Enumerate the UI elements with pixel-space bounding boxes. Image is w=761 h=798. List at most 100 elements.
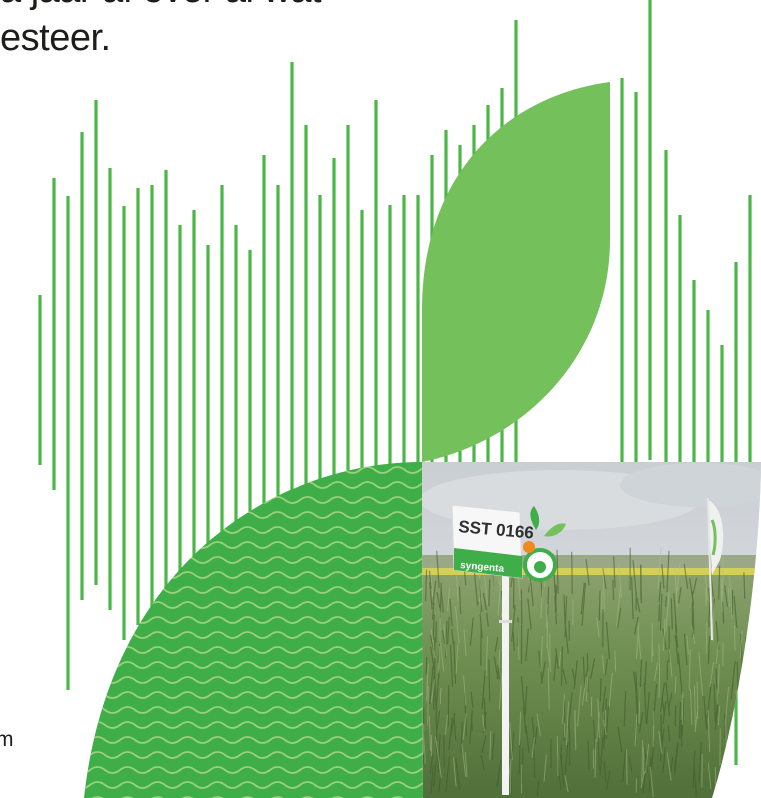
grass-blade bbox=[564, 774, 569, 793]
grass-blade bbox=[449, 598, 453, 627]
grass-blade bbox=[749, 763, 753, 793]
grass-blade bbox=[567, 692, 573, 729]
grass-blade bbox=[658, 730, 663, 755]
grass-blade bbox=[753, 592, 759, 614]
grass-blade bbox=[431, 602, 435, 620]
grass-blade bbox=[659, 728, 665, 762]
grass-blade bbox=[730, 739, 735, 760]
grass-blade bbox=[441, 629, 446, 645]
grass-blade bbox=[449, 645, 454, 687]
grass-blade bbox=[692, 750, 696, 789]
grass-blade bbox=[649, 766, 654, 797]
grass-blade bbox=[536, 779, 540, 797]
grass-blade bbox=[485, 636, 489, 677]
grass-blade bbox=[625, 748, 628, 785]
grass-blade bbox=[743, 572, 746, 599]
grass-blade bbox=[582, 656, 586, 688]
grass-blade bbox=[715, 668, 718, 689]
grass-blade bbox=[678, 701, 682, 739]
grass-blade bbox=[563, 594, 566, 626]
grass-blade bbox=[553, 655, 557, 681]
grass-blade bbox=[633, 616, 639, 635]
wave-line bbox=[84, 751, 423, 759]
grass-blade bbox=[600, 591, 603, 613]
grass-blade bbox=[613, 556, 616, 588]
grass-blade bbox=[548, 679, 550, 710]
grass-blade bbox=[525, 628, 529, 662]
grass-blade bbox=[580, 582, 585, 615]
footer-text-fragment: m bbox=[0, 728, 14, 751]
grass-blade bbox=[429, 753, 434, 774]
grass-blade bbox=[458, 586, 462, 615]
grass-blade bbox=[608, 672, 613, 708]
grass-blade bbox=[721, 601, 725, 624]
grass-blade bbox=[517, 622, 520, 660]
grass-blade bbox=[739, 630, 743, 659]
grass-blade bbox=[464, 752, 468, 777]
grass-blade bbox=[560, 646, 564, 686]
grass-blade bbox=[556, 549, 559, 594]
grass-blade bbox=[451, 629, 455, 646]
grass-blade bbox=[524, 685, 528, 716]
grass-blade bbox=[616, 583, 622, 628]
grass-blade bbox=[717, 664, 720, 705]
grass-blade bbox=[677, 653, 683, 695]
grass-blade bbox=[558, 651, 561, 667]
grass-blade bbox=[678, 586, 682, 604]
grass-blade bbox=[618, 564, 622, 598]
grass-blade bbox=[658, 644, 661, 671]
grass-blade bbox=[724, 585, 729, 607]
grass-blade bbox=[422, 723, 426, 764]
grass-blade bbox=[709, 661, 715, 688]
grass-blade bbox=[653, 661, 659, 682]
grass-blade bbox=[623, 690, 627, 727]
grass-blade bbox=[518, 711, 522, 746]
page-heading: a jaar af over al wat esteer. bbox=[0, 0, 322, 62]
grass-blade bbox=[638, 686, 641, 724]
grass-blade bbox=[564, 742, 569, 778]
wave-line bbox=[84, 766, 423, 774]
grass-blade bbox=[562, 694, 565, 724]
grass-blade bbox=[463, 629, 467, 657]
grass-blade bbox=[543, 754, 547, 782]
grass-blade bbox=[443, 624, 448, 656]
grass-blade bbox=[425, 569, 428, 602]
grass-blade bbox=[640, 771, 646, 788]
grass-blade bbox=[436, 550, 440, 588]
wave-line bbox=[84, 691, 423, 699]
grass-blade bbox=[596, 617, 600, 638]
wave-line bbox=[84, 676, 423, 684]
grass-blade bbox=[592, 720, 597, 750]
grass-blade bbox=[635, 672, 639, 714]
grass-blade bbox=[660, 682, 665, 712]
grass-blade bbox=[670, 756, 674, 773]
grass-blade bbox=[452, 757, 457, 787]
grass-blade bbox=[486, 612, 489, 627]
grass-blade bbox=[727, 743, 732, 767]
grass-blade bbox=[430, 679, 436, 703]
grass-blade bbox=[754, 688, 758, 706]
grass-blade bbox=[605, 621, 611, 660]
grass-blade bbox=[755, 711, 760, 754]
grass-blade bbox=[448, 717, 454, 750]
grass-blade bbox=[437, 733, 441, 773]
grass-blade bbox=[688, 648, 691, 691]
grass-blade bbox=[534, 726, 538, 745]
grass-blade bbox=[540, 589, 544, 619]
grass-blade bbox=[752, 689, 756, 711]
grass-blade bbox=[691, 626, 696, 645]
grass-blade bbox=[430, 646, 435, 671]
grass-blade bbox=[520, 676, 526, 712]
grass-blade bbox=[484, 575, 489, 605]
top-leaf-shape bbox=[422, 82, 610, 462]
grass-blade bbox=[707, 762, 712, 790]
grass-blade bbox=[462, 712, 467, 740]
grass-blade bbox=[666, 550, 670, 593]
grass-blade bbox=[742, 766, 748, 793]
grass-blade bbox=[721, 555, 724, 598]
grass-blade bbox=[743, 653, 747, 669]
grass-blade bbox=[753, 594, 758, 618]
grass-blade bbox=[756, 599, 761, 621]
grass-blade bbox=[568, 724, 571, 767]
